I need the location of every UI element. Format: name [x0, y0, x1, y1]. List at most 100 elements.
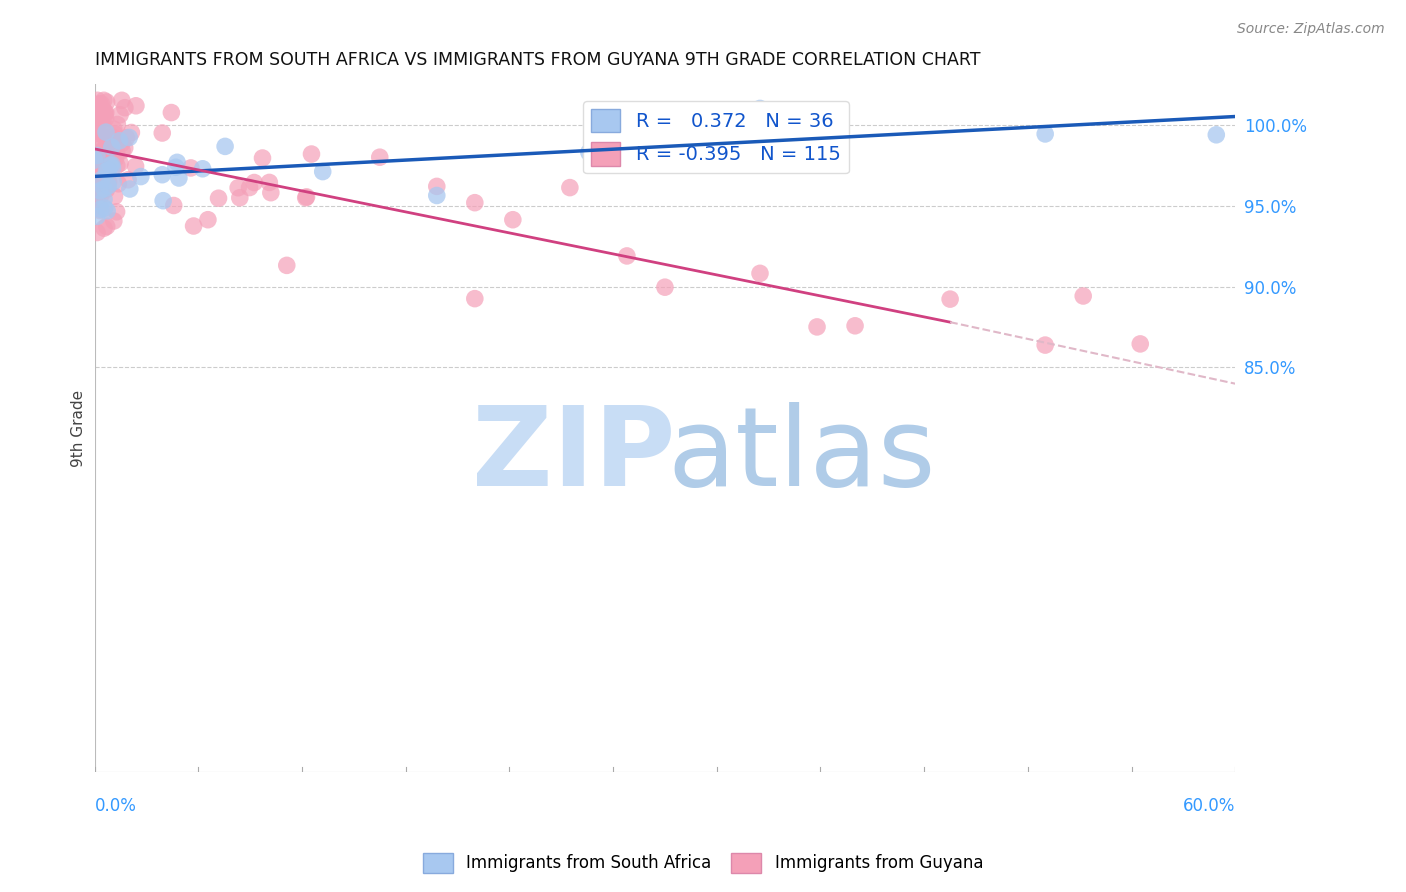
- Point: [105, 204, 128, 219]
- Point: [89, 189, 111, 203]
- Point: [108, 134, 131, 148]
- Point: [89, 184, 111, 198]
- Point: [578, 145, 600, 160]
- Point: [96, 203, 118, 218]
- Point: [111, 93, 134, 107]
- Point: [616, 249, 638, 263]
- Point: [98, 158, 121, 172]
- Point: [86, 127, 108, 141]
- Point: [93, 177, 115, 191]
- Point: [103, 214, 125, 228]
- Legend: R =   0.372   N = 36, R = -0.395   N = 115: R = 0.372 N = 36, R = -0.395 N = 115: [583, 101, 849, 173]
- Point: [103, 175, 125, 189]
- Point: [152, 194, 174, 208]
- Point: [252, 151, 274, 165]
- Point: [107, 177, 129, 191]
- Point: [89, 202, 111, 217]
- Point: [86, 157, 108, 171]
- Point: [96, 164, 118, 178]
- Point: [129, 169, 152, 184]
- Point: [87, 126, 110, 140]
- Point: [118, 130, 141, 145]
- Point: [89, 96, 111, 111]
- Point: [97, 150, 120, 164]
- Text: 60.0%: 60.0%: [1182, 797, 1236, 814]
- Point: [749, 266, 772, 280]
- Text: atlas: atlas: [668, 402, 936, 509]
- Text: Source: ZipAtlas.com: Source: ZipAtlas.com: [1237, 22, 1385, 37]
- Point: [86, 161, 108, 176]
- Point: [93, 93, 115, 107]
- Legend: Immigrants from South Africa, Immigrants from Guyana: Immigrants from South Africa, Immigrants…: [416, 847, 990, 880]
- Point: [166, 155, 188, 169]
- Point: [84, 118, 107, 132]
- Point: [117, 173, 139, 187]
- Point: [97, 178, 120, 193]
- Point: [86, 98, 108, 112]
- Point: [214, 139, 236, 153]
- Point: [160, 105, 183, 120]
- Point: [238, 180, 260, 194]
- Point: [502, 212, 524, 227]
- Point: [464, 292, 486, 306]
- Point: [90, 161, 112, 175]
- Point: [89, 203, 111, 218]
- Point: [84, 196, 107, 211]
- Point: [84, 175, 107, 189]
- Point: [259, 176, 281, 190]
- Point: [124, 159, 146, 173]
- Point: [749, 102, 772, 116]
- Point: [87, 146, 110, 161]
- Point: [89, 198, 111, 212]
- Point: [125, 99, 148, 113]
- Point: [89, 145, 111, 159]
- Point: [654, 280, 676, 294]
- Point: [114, 101, 136, 115]
- Point: [86, 210, 108, 224]
- Point: [167, 171, 190, 186]
- Point: [229, 191, 252, 205]
- Point: [97, 175, 120, 189]
- Point: [96, 95, 118, 109]
- Point: [94, 139, 117, 153]
- Point: [84, 155, 107, 169]
- Y-axis label: 9th Grade: 9th Grade: [72, 390, 86, 467]
- Point: [1033, 127, 1056, 141]
- Point: [89, 185, 111, 199]
- Point: [90, 103, 112, 117]
- Point: [94, 106, 117, 120]
- Point: [312, 164, 335, 178]
- Point: [191, 161, 214, 176]
- Point: [1033, 338, 1056, 352]
- Point: [86, 123, 108, 137]
- Point: [93, 182, 115, 196]
- Point: [93, 105, 115, 120]
- Point: [1071, 289, 1094, 303]
- Point: [243, 176, 266, 190]
- Point: [96, 219, 118, 234]
- Point: [89, 180, 111, 194]
- Point: [104, 134, 127, 148]
- Point: [105, 159, 128, 173]
- Point: [86, 97, 108, 112]
- Point: [100, 140, 122, 154]
- Point: [115, 130, 138, 145]
- Point: [118, 182, 141, 196]
- Point: [101, 130, 124, 145]
- Point: [96, 182, 118, 196]
- Point: [105, 118, 128, 132]
- Point: [368, 150, 391, 164]
- Point: [93, 192, 115, 206]
- Point: [180, 161, 202, 175]
- Point: [260, 186, 283, 200]
- Point: [89, 113, 111, 128]
- Point: [114, 141, 136, 155]
- Point: [108, 156, 131, 170]
- Point: [103, 189, 125, 203]
- Point: [94, 143, 117, 157]
- Point: [1205, 128, 1227, 142]
- Point: [83, 153, 105, 167]
- Point: [101, 153, 124, 168]
- Point: [86, 93, 108, 107]
- Point: [111, 136, 134, 151]
